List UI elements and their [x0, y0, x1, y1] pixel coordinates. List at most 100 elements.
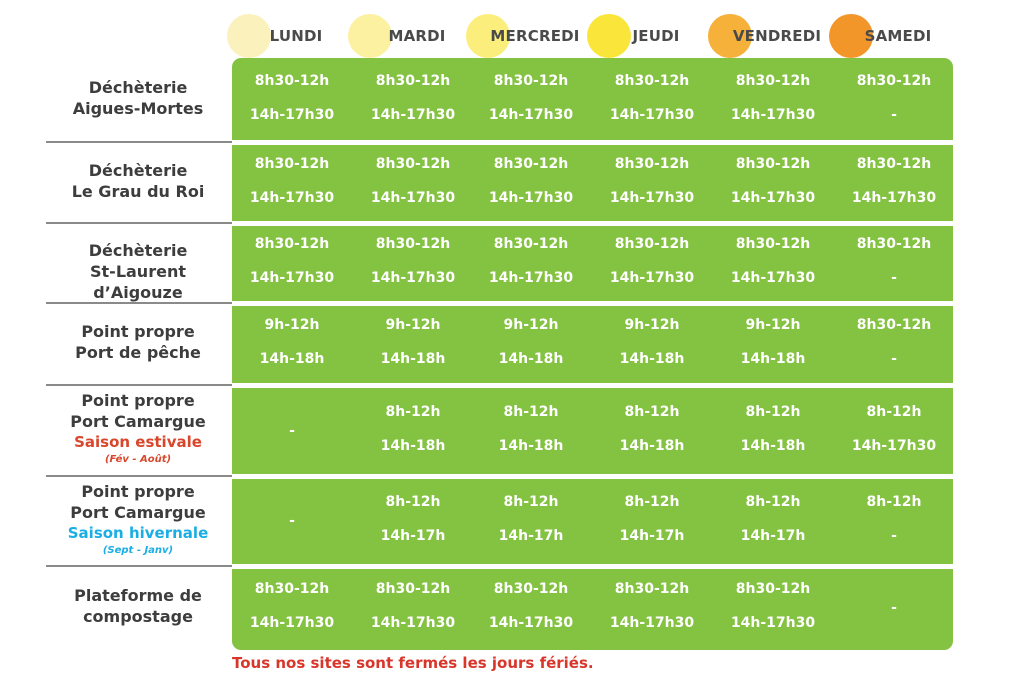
schedule-cell: 8h-12h 14h-18h [592, 395, 712, 463]
day-dot-icon [587, 14, 631, 58]
holiday-notice: Tous nos sites sont fermés les jours fér… [232, 654, 594, 672]
schedule-cell: 8h30-12h 14h-17h30 [353, 64, 473, 132]
hours-text: - [289, 513, 295, 529]
site-label: Déchèterie St-Laurent d’Aigouze [46, 240, 230, 303]
afternoon-hours: - [891, 107, 897, 123]
schedule-cell: - [232, 511, 352, 531]
morning-hours: 8h30-12h [375, 73, 451, 89]
morning-hours: 8h30-12h [614, 155, 690, 172]
morning-hours: 9h-12h [745, 317, 801, 333]
schedule-cell: 8h30-12h 14h-17h30 [592, 147, 712, 215]
site-label: Point propre Port Camargue Saison estivale… [46, 390, 230, 467]
morning-hours: 8h30-12h [856, 73, 932, 89]
afternoon-hours: 14h-17h30 [370, 615, 456, 631]
site-name-line: Déchèterie [88, 241, 188, 260]
day-header-samedi: SAMEDI [829, 14, 959, 58]
afternoon-hours: 14h-17h [619, 528, 685, 544]
afternoon-hours: 14h-18h [380, 351, 446, 367]
row-separator [232, 383, 953, 388]
morning-hours: 8h-12h [866, 494, 922, 510]
morning-hours: 8h30-12h [375, 236, 451, 252]
day-dot-icon [708, 14, 752, 58]
schedule-cell: 8h30-12h 14h-17h30 [471, 572, 591, 640]
site-name-line: St-Laurent d’Aigouze [90, 262, 186, 302]
row-divider [46, 565, 232, 567]
morning-hours: 8h30-12h [493, 236, 569, 252]
day-label: MARDI [388, 27, 446, 45]
afternoon-hours: 14h-17h30 [730, 189, 816, 206]
morning-hours: 8h30-12h [375, 581, 451, 597]
schedule-cell: 9h-12h 14h-18h [232, 308, 352, 376]
schedule-cell: 8h-12h 14h-17h [713, 485, 833, 553]
schedule-cell: 8h-12h 14h-18h [353, 395, 473, 463]
morning-hours: 8h30-12h [254, 581, 330, 597]
afternoon-hours: 14h-17h30 [609, 107, 695, 123]
row-divider [46, 141, 232, 143]
schedule-cell: 8h30-12h 14h-17h30 [232, 227, 352, 295]
morning-hours: 9h-12h [385, 317, 441, 333]
morning-hours: 8h-12h [624, 403, 680, 420]
afternoon-hours: 14h-17h30 [370, 270, 456, 286]
schedule-cell: 8h30-12h - [834, 227, 953, 295]
morning-hours: 8h30-12h [856, 155, 932, 172]
site-name-line: Le Grau du Roi [71, 181, 205, 201]
site-name-line: Point propre [81, 322, 195, 341]
site-label: Point propre Port de pêche [46, 321, 230, 363]
afternoon-hours: 14h-17h30 [488, 270, 574, 286]
schedule-cell: 8h-12h 14h-17h30 [834, 395, 953, 463]
afternoon-hours: 14h-17h30 [488, 615, 574, 631]
morning-hours: 8h30-12h [375, 155, 451, 172]
schedule-cell: 8h30-12h 14h-17h30 [471, 227, 591, 295]
afternoon-hours: - [891, 528, 897, 544]
schedule-cell: 8h30-12h 14h-17h30 [471, 64, 591, 132]
schedule-cell: 8h30-12h 14h-17h30 [713, 64, 833, 132]
row-separator [232, 301, 953, 306]
day-header-jeudi: JEUDI [587, 14, 717, 58]
day-header-vendredi: VENDREDI [708, 14, 838, 58]
afternoon-hours: - [891, 351, 897, 367]
day-label: LUNDI [269, 27, 323, 45]
afternoon-hours: 14h-18h [740, 437, 806, 454]
site-label: Déchèterie Le Grau du Roi [46, 160, 230, 202]
row-separator [232, 474, 953, 479]
day-label: MERCREDI [490, 27, 580, 45]
schedule-cell: 8h-12h 14h-18h [713, 395, 833, 463]
site-name-line: compostage [83, 607, 193, 626]
afternoon-hours: 14h-17h30 [730, 270, 816, 286]
schedule-cell: 9h-12h 14h-18h [713, 308, 833, 376]
afternoon-hours: 14h-17h30 [249, 189, 335, 206]
schedule-cell: 8h30-12h 14h-17h30 [471, 147, 591, 215]
schedule-cell: 8h-12h - [834, 485, 953, 553]
morning-hours: 8h30-12h [493, 73, 569, 89]
season-label: Saison hivernale [67, 523, 209, 542]
morning-hours: 8h30-12h [254, 155, 330, 172]
schedule-cell: 8h-12h 14h-17h [592, 485, 712, 553]
morning-hours: 8h30-12h [735, 581, 811, 597]
schedule-cell: 9h-12h 14h-18h [592, 308, 712, 376]
site-name-line: Port Camargue [70, 502, 206, 522]
schedule-cell: 8h-12h 14h-17h [471, 485, 591, 553]
schedule-cell: 8h-12h 14h-18h [471, 395, 591, 463]
site-label: Point propre Port Camargue Saison hivernal… [46, 481, 230, 558]
afternoon-hours: 14h-18h [498, 351, 564, 367]
row-divider [46, 222, 232, 224]
schedule-cell: 8h30-12h 14h-17h30 [353, 147, 473, 215]
row-separator [232, 221, 953, 226]
afternoon-hours: 14h-18h [380, 437, 446, 454]
morning-hours: 9h-12h [624, 317, 680, 333]
schedule-cell: 8h30-12h 14h-17h30 [834, 147, 953, 215]
morning-hours: 8h30-12h [493, 581, 569, 597]
site-name-line: Point propre [81, 391, 195, 410]
schedule-cell: - [834, 598, 953, 618]
afternoon-hours: 14h-17h30 [370, 107, 456, 123]
site-name-line: Point propre [81, 481, 195, 501]
hours-text: - [289, 422, 295, 439]
morning-hours: 8h30-12h [735, 155, 811, 172]
day-dot-icon [227, 14, 271, 58]
afternoon-hours: 14h-18h [498, 437, 564, 454]
row-divider [46, 384, 232, 386]
morning-hours: 8h30-12h [614, 236, 690, 252]
afternoon-hours: 14h-17h30 [249, 107, 335, 123]
day-header-mercredi: MERCREDI [466, 14, 596, 58]
season-range: (Fév - Août) [104, 454, 172, 465]
